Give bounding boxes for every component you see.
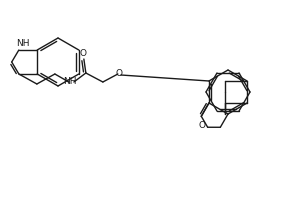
Text: NH: NH xyxy=(16,40,30,48)
Text: O: O xyxy=(80,48,86,58)
Text: O: O xyxy=(198,121,205,130)
Text: NH: NH xyxy=(63,77,76,86)
Text: O: O xyxy=(116,68,122,77)
